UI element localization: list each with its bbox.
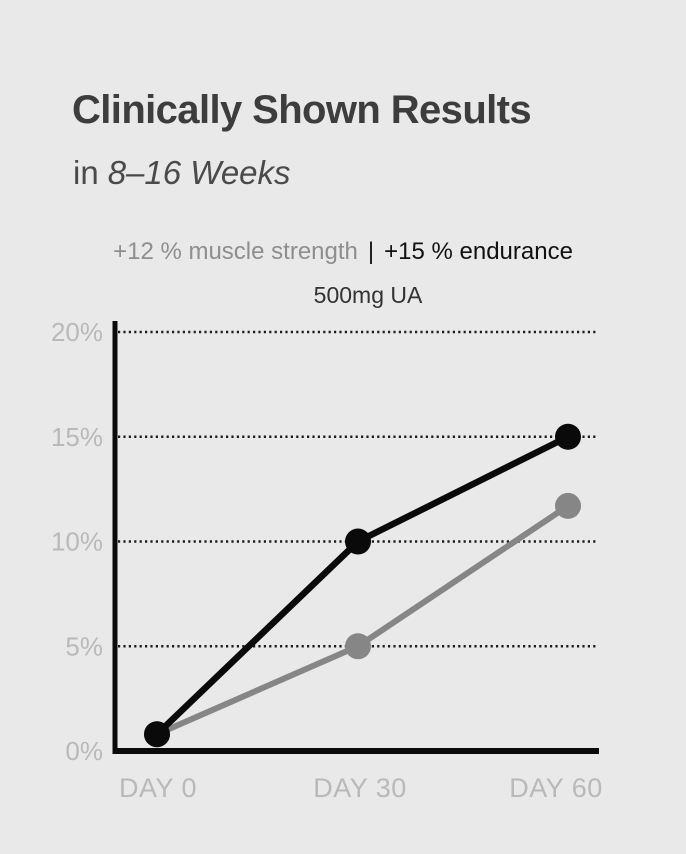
- xtick-label: DAY 30: [313, 773, 407, 803]
- ytick-label: 10%: [51, 527, 103, 557]
- xtick-label: DAY 60: [509, 773, 603, 803]
- subtitle-prefix: in: [73, 154, 99, 191]
- data-point-muscle-strength: [345, 633, 371, 660]
- chart-title: 500mg UA: [314, 282, 423, 308]
- data-point-endurance: [555, 423, 581, 450]
- data-point-muscle-strength: [555, 492, 581, 519]
- page-title: Clinically Shown Results: [72, 88, 532, 132]
- stats-line: +12 % muscle strength | +15 % endurance: [0, 238, 686, 267]
- data-point-endurance: [345, 528, 371, 555]
- subtitle: in 8–16 Weeks: [73, 156, 291, 189]
- ytick-label: 15%: [51, 422, 103, 452]
- ytick-label: 0%: [65, 736, 103, 766]
- stat-endurance: +15 % endurance: [384, 238, 573, 265]
- data-point-endurance: [144, 721, 170, 748]
- stat-separator: |: [367, 238, 375, 265]
- y-axis-labels: 0% 5% 10% 15% 20%: [51, 317, 103, 766]
- ytick-label: 20%: [51, 317, 103, 347]
- xtick-label: DAY 0: [119, 773, 197, 803]
- stat-muscle-strength: +12 % muscle strength: [113, 238, 358, 265]
- x-axis-labels: DAY 0 DAY 30 DAY 60: [119, 773, 603, 803]
- line-chart: 500mg UA 0% 5% 10% 15% 20% DAY 0 DAY 30 DAY 60: [51, 282, 603, 803]
- series-line-endurance: [153, 433, 572, 738]
- gridlines: [118, 330, 598, 648]
- series-lines: [144, 423, 581, 748]
- subtitle-duration: 8–16 Weeks: [107, 154, 291, 191]
- ytick-label: 5%: [65, 631, 103, 661]
